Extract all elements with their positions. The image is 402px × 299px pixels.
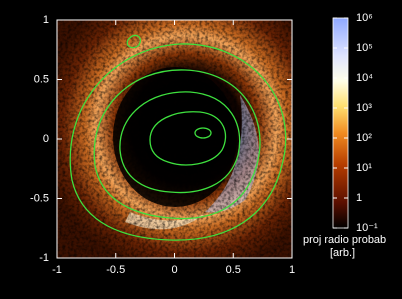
colorbar-tick-label: 10⁴: [356, 72, 373, 84]
colorbar: [332, 17, 349, 229]
colorbar-tick-label: 10⁵: [356, 42, 373, 54]
colorbar-tick-label: 10²: [356, 132, 372, 144]
y-tick-label: 0: [43, 133, 49, 145]
colorbar-label: proj radio probab: [303, 234, 386, 246]
colorbar-label: [arb.]: [330, 247, 355, 259]
colorbar-tick-label: 10⁶: [356, 12, 373, 24]
colorbar-tick-label: 10⁻¹: [356, 222, 378, 234]
x-tick-label: 0: [171, 264, 177, 276]
y-tick-label: -1: [39, 252, 49, 264]
x-tick-label: 1: [289, 264, 295, 276]
colorbar-tick-label: 10³: [356, 102, 372, 114]
heatmap-image: [57, 20, 292, 258]
colorbar-tick-label: 10¹: [356, 162, 372, 174]
y-tick-label: 1: [43, 14, 49, 26]
x-tick-label: 0.5: [226, 264, 241, 276]
x-tick-label: -1: [52, 264, 62, 276]
contours: [69, 34, 287, 241]
colorbar-tick-label: 1: [356, 192, 362, 204]
y-tick-label: -0.5: [30, 192, 49, 204]
y-tick-label: 0.5: [34, 73, 49, 85]
x-tick-label: -0.5: [106, 264, 125, 276]
